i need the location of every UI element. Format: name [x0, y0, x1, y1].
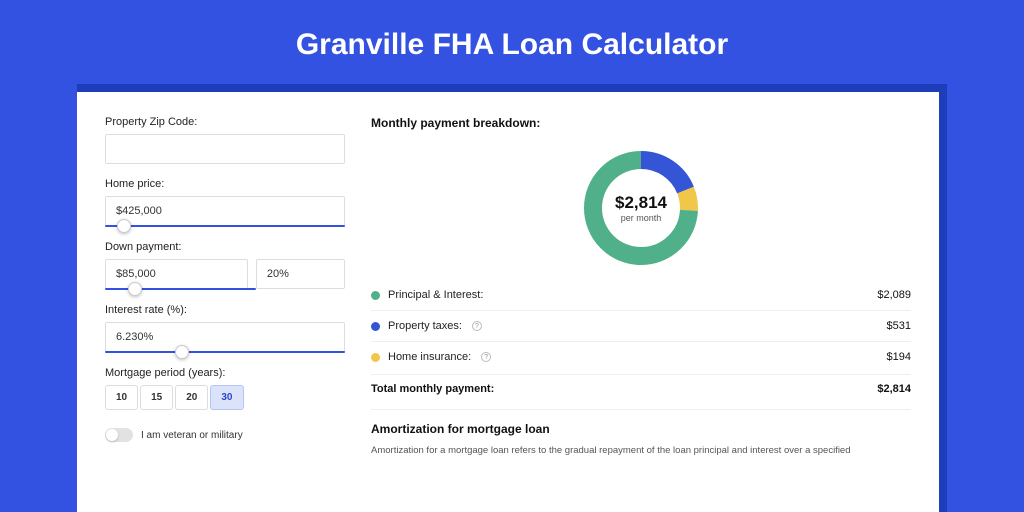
- info-icon[interactable]: ?: [472, 321, 482, 331]
- zip-input[interactable]: [105, 134, 345, 164]
- down-payment-percent-input[interactable]: [256, 259, 345, 289]
- mortgage-period-options: 10152030: [105, 385, 345, 410]
- mortgage-period-field: Mortgage period (years): 10152030: [105, 367, 345, 410]
- legend-label: Principal & Interest:: [388, 289, 483, 301]
- mortgage-period-label: Mortgage period (years):: [105, 367, 345, 379]
- legend-label: Home insurance:: [388, 351, 471, 363]
- page-title: Granville FHA Loan Calculator: [0, 0, 1024, 84]
- legend-dot: [371, 322, 380, 331]
- divider: [371, 310, 911, 311]
- amortization-body: Amortization for a mortgage loan refers …: [371, 444, 911, 457]
- down-payment-field: Down payment:: [105, 241, 345, 290]
- donut-chart: $2,814 per month: [579, 146, 703, 270]
- amortization-title: Amortization for mortgage loan: [371, 409, 911, 436]
- legend-left: Home insurance:?: [371, 351, 491, 363]
- veteran-label: I am veteran or military: [141, 430, 243, 441]
- legend: Principal & Interest: $2,089 Property taxe…: [371, 282, 911, 370]
- breakdown-title: Monthly payment breakdown:: [371, 116, 911, 130]
- legend-dot: [371, 353, 380, 362]
- interest-rate-slider-thumb[interactable]: [175, 345, 189, 359]
- zip-label: Property Zip Code:: [105, 116, 345, 128]
- breakdown-column: Monthly payment breakdown: $2,814 per mo…: [371, 116, 911, 488]
- legend-value: $2,089: [877, 289, 911, 301]
- home-price-label: Home price:: [105, 178, 345, 190]
- veteran-toggle[interactable]: [105, 428, 133, 442]
- legend-value: $531: [887, 320, 911, 332]
- donut-center-value: $2,814: [615, 193, 667, 213]
- legend-label: Property taxes:: [388, 320, 462, 332]
- interest-rate-label: Interest rate (%):: [105, 304, 345, 316]
- legend-value: $194: [887, 351, 911, 363]
- down-payment-amount-input[interactable]: [105, 259, 248, 289]
- panel-shadow: Property Zip Code: Home price: Down paym…: [77, 84, 947, 512]
- mortgage-period-option-10[interactable]: 10: [105, 385, 138, 410]
- interest-rate-input[interactable]: [105, 322, 345, 352]
- zip-field: Property Zip Code:: [105, 116, 345, 164]
- legend-left: Property taxes:?: [371, 320, 482, 332]
- total-label: Total monthly payment:: [371, 383, 494, 395]
- divider: [371, 341, 911, 342]
- home-price-field: Home price:: [105, 178, 345, 227]
- mortgage-period-option-30[interactable]: 30: [210, 385, 243, 410]
- down-payment-slider-thumb[interactable]: [128, 282, 142, 296]
- total-value: $2,814: [877, 383, 911, 395]
- mortgage-period-option-20[interactable]: 20: [175, 385, 208, 410]
- calculator-panel: Property Zip Code: Home price: Down paym…: [77, 92, 939, 512]
- donut-center-label: per month: [621, 213, 662, 223]
- legend-left: Principal & Interest:: [371, 289, 483, 301]
- legend-row: Principal & Interest: $2,089: [371, 282, 911, 308]
- form-column: Property Zip Code: Home price: Down paym…: [105, 116, 345, 488]
- total-row: Total monthly payment: $2,814: [371, 374, 911, 409]
- home-price-slider[interactable]: [105, 225, 345, 227]
- info-icon[interactable]: ?: [481, 352, 491, 362]
- legend-row: Home insurance:? $194: [371, 344, 911, 370]
- legend-row: Property taxes:? $531: [371, 313, 911, 339]
- donut-chart-wrap: $2,814 per month: [371, 142, 911, 282]
- legend-dot: [371, 291, 380, 300]
- veteran-toggle-knob: [106, 429, 118, 441]
- interest-rate-slider[interactable]: [105, 351, 345, 353]
- down-payment-label: Down payment:: [105, 241, 345, 253]
- mortgage-period-option-15[interactable]: 15: [140, 385, 173, 410]
- donut-center: $2,814 per month: [579, 146, 703, 270]
- veteran-row: I am veteran or military: [105, 428, 345, 442]
- down-payment-slider[interactable]: [105, 288, 256, 290]
- interest-rate-field: Interest rate (%):: [105, 304, 345, 353]
- home-price-slider-thumb[interactable]: [117, 219, 131, 233]
- home-price-input[interactable]: [105, 196, 345, 226]
